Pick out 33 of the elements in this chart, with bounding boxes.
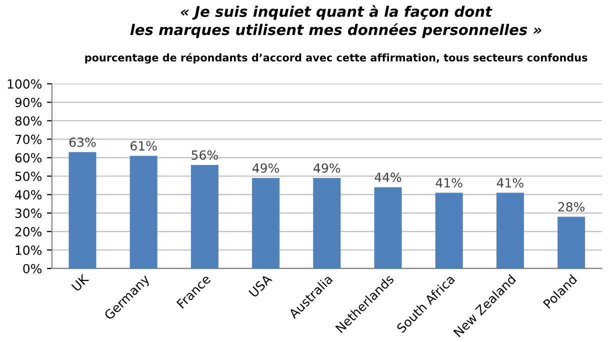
y-tick-label: 0%	[23, 264, 42, 274]
data-label: 56%	[192, 150, 218, 160]
bar	[68, 152, 96, 268]
chart-subtitle: pourcentage de répondants d’accord avec cette affirmation, tous secteurs confondus	[85, 53, 588, 64]
bar	[252, 178, 280, 268]
bar	[313, 178, 341, 268]
data-label: 49%	[314, 163, 340, 173]
y-tick-label: 10%	[16, 245, 42, 255]
y-tick-label: 80%	[15, 116, 42, 126]
y-tick-label: 90%	[15, 98, 42, 108]
bar	[435, 192, 463, 268]
y-tick-label: 50%	[15, 172, 42, 182]
bar	[130, 156, 158, 268]
data-label: 63%	[69, 137, 96, 147]
y-tick-label: 20%	[15, 227, 42, 236]
y-tick-label: 70%	[15, 134, 42, 144]
x-tick-label: UK	[71, 273, 90, 292]
y-tick-label: 30%	[15, 208, 42, 218]
data-label: 61%	[130, 141, 157, 151]
bar	[496, 192, 524, 268]
data-label: 41%	[436, 178, 462, 188]
bar	[558, 216, 586, 268]
data-label: 44%	[374, 172, 402, 182]
chart-title: « Je suis inquiet quant à la façon dont les marques utilisent mes données personnelles »	[130, 5, 542, 38]
bar	[374, 187, 402, 268]
bar	[190, 165, 218, 268]
y-tick-label: 100%	[8, 79, 42, 89]
y-tick-label: 60%	[15, 153, 42, 163]
data-label: 49%	[252, 163, 279, 173]
x-tick-label: USA	[248, 274, 273, 298]
data-label: 41%	[496, 178, 524, 188]
y-tick-label: 40%	[15, 190, 42, 200]
data-label: 28%	[558, 202, 584, 212]
